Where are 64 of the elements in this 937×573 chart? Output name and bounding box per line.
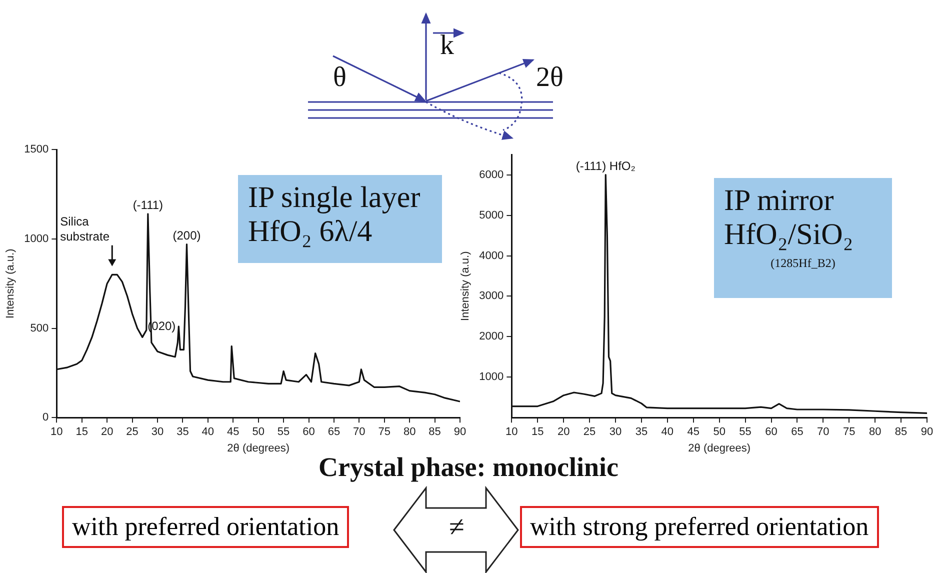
y-tick-label: 5000 — [479, 209, 504, 222]
x-tick-label: 70 — [817, 426, 830, 438]
text: 2θ — [536, 62, 564, 94]
x-tick-label: 90 — [454, 426, 466, 438]
x-tick-label: 85 — [894, 426, 908, 438]
x-tick-label: 15 — [76, 426, 88, 438]
y-tick-label: 6000 — [479, 168, 504, 181]
y-tick-label: 2000 — [479, 330, 504, 343]
x-tick-label: 70 — [353, 426, 366, 438]
text: θ — [333, 62, 346, 94]
x-tick-label: 40 — [661, 426, 674, 438]
x-tick-label: 50 — [713, 426, 726, 438]
text: with preferred orientation — [62, 506, 350, 548]
x-tick-label: 45 — [227, 426, 240, 438]
x-tick-label: 25 — [583, 426, 596, 438]
x-axis-title: 2θ (degrees) — [688, 442, 751, 454]
x-tick-label: 85 — [428, 426, 441, 438]
x-tick-label: 60 — [765, 426, 778, 438]
x-tick-label: 55 — [277, 426, 290, 438]
x-tick-label: 35 — [635, 426, 648, 438]
y-tick-label: 1000 — [24, 232, 49, 245]
y-tick-label: 3000 — [479, 290, 504, 302]
text: Crystal phase: monoclinic — [318, 452, 618, 482]
x-axis-title: 2θ (degrees) — [227, 442, 290, 454]
y-tick-label: 1500 — [24, 144, 49, 156]
x-tick-label: 55 — [739, 426, 752, 438]
annotation: Silica substrate — [60, 214, 110, 244]
x-tick-label: 35 — [176, 426, 189, 438]
x-tick-label: 50 — [252, 426, 264, 438]
x-tick-label: 25 — [126, 426, 138, 438]
x-tick-label: 80 — [403, 426, 416, 438]
annotation: (200) — [172, 228, 201, 243]
x-tick-label: 10 — [50, 426, 63, 438]
x-tick-label: 45 — [687, 426, 700, 438]
x-tick-label: 20 — [557, 426, 570, 438]
annotation: (1285Hf_B2) — [770, 256, 836, 271]
y-tick-label: 4000 — [479, 250, 504, 262]
annotation: (-111) HfO₂ — [576, 159, 636, 174]
y-axis-title: Intensity (a.u.) — [460, 251, 472, 321]
y-tick-label: 1000 — [479, 371, 504, 384]
x-tick-label: 30 — [609, 426, 622, 438]
annotation: IP single layer — [248, 181, 422, 215]
text: ≠ — [449, 512, 464, 544]
y-axis-title: Intensity (a.u.) — [4, 248, 17, 318]
x-tick-label: 10 — [506, 426, 518, 438]
text: with strong preferred orientation — [520, 506, 879, 548]
annotation: HfO₂ 6λ/4 — [248, 215, 374, 249]
y-tick-label: 500 — [30, 322, 49, 334]
x-tick-label: 75 — [843, 426, 856, 438]
x-tick-label: 20 — [100, 426, 114, 438]
x-tick-label: 80 — [868, 426, 882, 438]
x-tick-label: 15 — [532, 426, 544, 438]
x-tick-label: 30 — [151, 426, 164, 438]
x-tick-label: 60 — [302, 426, 315, 438]
x-tick-label: 65 — [791, 426, 804, 438]
x-tick-label: 90 — [920, 426, 934, 438]
y-tick-label: 0 — [42, 412, 49, 424]
x-tick-label: 65 — [328, 426, 340, 438]
annotation: HfO₂/SiO₂ — [724, 218, 854, 252]
annotation: (-111) — [132, 198, 164, 212]
text: k — [440, 30, 454, 62]
x-tick-label: 40 — [202, 426, 214, 438]
annotation: IP mirror — [724, 184, 835, 218]
x-tick-label: 75 — [378, 426, 390, 438]
